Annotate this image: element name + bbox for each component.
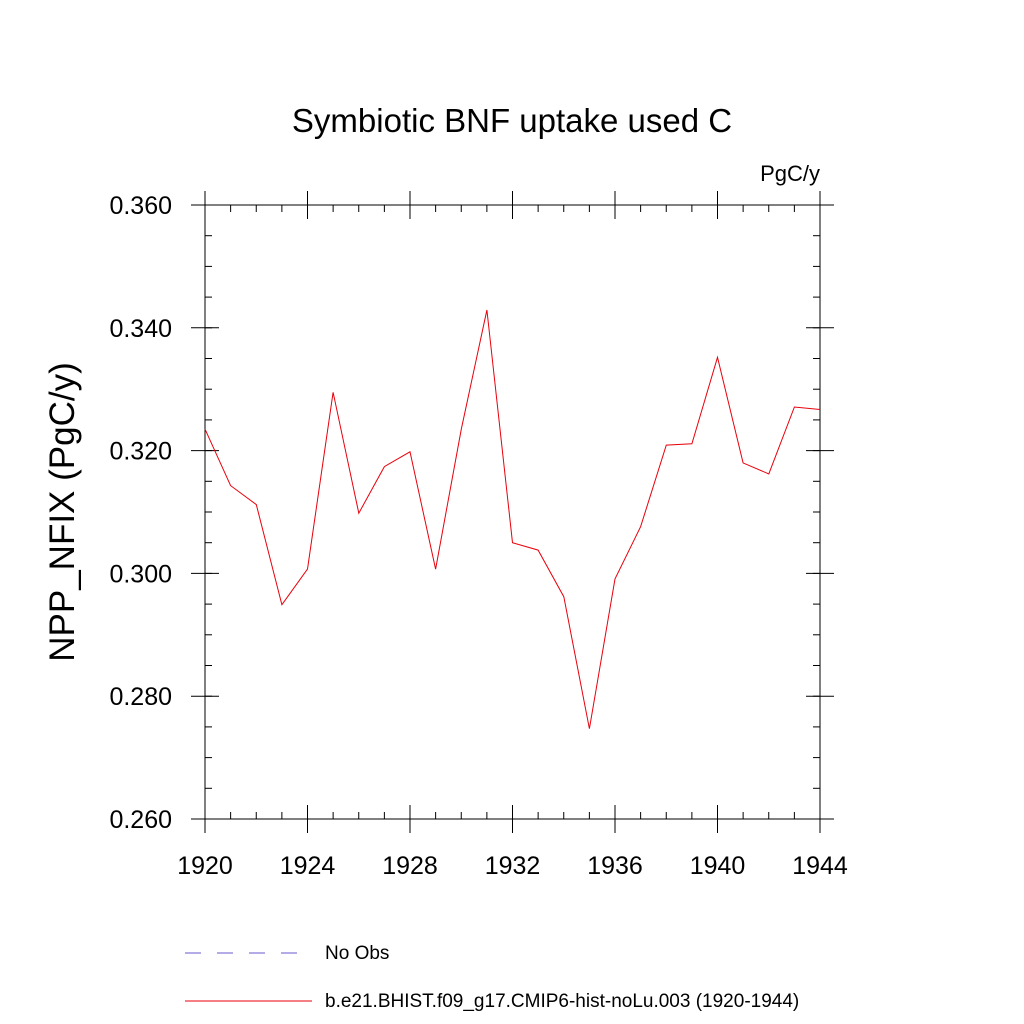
x-tick-label: 1940: [690, 852, 746, 880]
x-tick-label: 1924: [280, 852, 336, 880]
plot-frame: [204, 204, 821, 820]
y-tick-label: 0.280: [109, 683, 172, 711]
legend-label-no-obs: No Obs: [325, 943, 389, 964]
major-ticks: [191, 191, 834, 833]
legend-label-model-run: b.e21.BHIST.f09_g17.CMIP6-hist-noLu.003 …: [325, 991, 799, 1012]
minor-ticks: [204, 204, 821, 820]
y-tick-labels: 0.260 0.280 0.300 0.320 0.340 0.360: [109, 192, 172, 834]
chart-title: Symbiotic BNF uptake used C: [292, 102, 732, 139]
x-tick-label: 1936: [587, 852, 643, 880]
y-tick-label: 0.300: [109, 560, 172, 588]
x-tick-labels: 1920 1924 1928 1932 1936 1940 1944: [177, 852, 848, 880]
y-axis-label: NPP_NFIX (PgC/y): [43, 362, 82, 662]
y-tick-label: 0.320: [109, 438, 172, 466]
y-tick-label: 0.340: [109, 315, 172, 343]
x-tick-label: 1920: [177, 852, 233, 880]
units-label: PgC/y: [760, 161, 820, 186]
x-tick-label: 1928: [382, 852, 438, 880]
y-tick-label: 0.360: [109, 192, 172, 220]
legend: No Obs b.e21.BHIST.f09_g17.CMIP6-hist-no…: [185, 943, 799, 1012]
series-layer: [204, 309, 821, 729]
x-tick-label: 1932: [485, 852, 541, 880]
y-tick-label: 0.260: [109, 806, 172, 834]
series-line-0: [204, 309, 821, 729]
x-tick-label: 1944: [792, 852, 848, 880]
